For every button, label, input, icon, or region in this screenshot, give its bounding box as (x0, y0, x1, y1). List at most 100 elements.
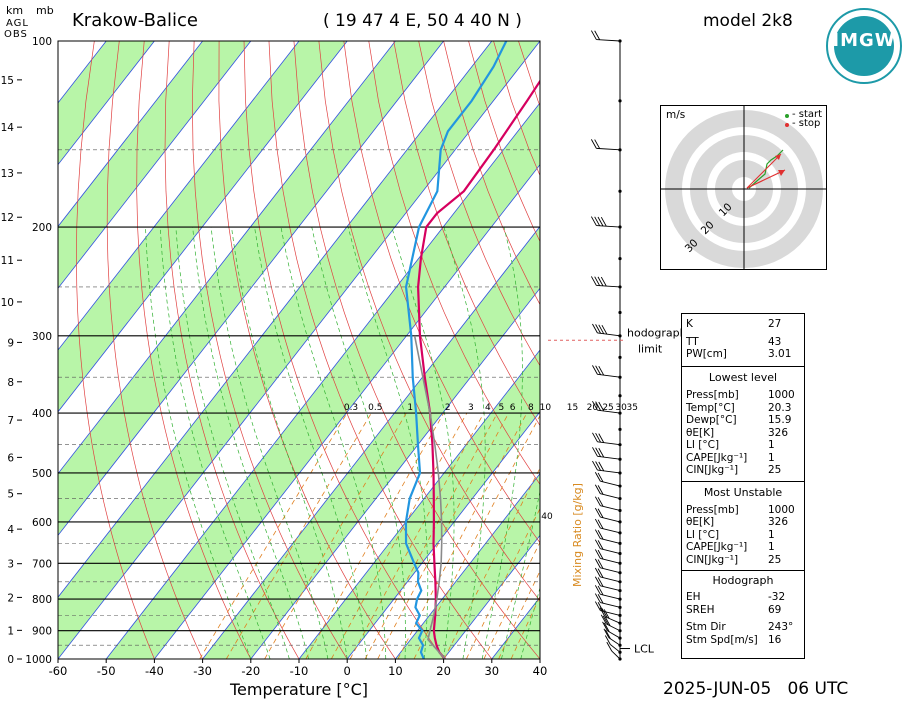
datetime-label: 2025-JUN-05 06 UTC (663, 679, 849, 699)
isotherm-line (250, 287, 540, 659)
mixing-ratio-tick-label: 5 (498, 403, 504, 413)
x-tick-label: -50 (97, 664, 116, 678)
km-tick-label: 6 (7, 452, 14, 464)
wind-barb-flag (597, 549, 604, 560)
station-coords: ( 19 47 4 E, 50 4 40 N ) (323, 11, 522, 31)
wind-barb (597, 441, 621, 446)
ll-row: θE[K] 326 (686, 426, 789, 439)
isotherm-line (58, 41, 155, 166)
isotherm-line (58, 41, 444, 537)
wind-barb (600, 538, 621, 544)
legend-stop-dot (785, 123, 789, 127)
hodo-unit: m/s (666, 109, 686, 121)
km-tick-label: 1 (7, 625, 14, 637)
wind-barb (600, 602, 621, 608)
moist-adiabat (311, 226, 406, 659)
x-tick-label: -30 (193, 664, 212, 678)
hodograph-limit-label-2: limit (638, 342, 663, 355)
indices-panel: K 27 TT 43 PW[cm] 3.01 Lowest level Press[m… (681, 313, 805, 659)
wind-barb (600, 585, 621, 592)
wind-barb-dot (618, 310, 622, 315)
wind-barb-flag (594, 593, 601, 603)
mixing-ratio-extra-label: 40 (541, 512, 553, 522)
wind-barb-flag (594, 507, 601, 518)
wind-barb-flag (594, 601, 601, 611)
pressure-tick-label: 500 (32, 468, 52, 480)
moist-adiabat (280, 226, 387, 659)
wind-barb (597, 373, 621, 378)
hodo-vector-2 (746, 153, 782, 189)
hodograph-panel: m/s - start - stop 10 20 30 (660, 105, 827, 271)
wind-barb-flag (592, 432, 598, 443)
ll-row: CIN[Jkg⁻¹] 25 (686, 464, 782, 476)
x-tick-label: 20 (436, 664, 451, 678)
mu-row: Press[mb] 1000 (686, 503, 795, 516)
temperature-curve (417, 79, 540, 659)
wind-barb-dot (618, 561, 622, 565)
km-tick-label: 4 (7, 524, 14, 536)
index-row-k: K 27 (686, 318, 782, 330)
obs-label: OBS (4, 29, 28, 40)
km-tick-label: 7 (7, 415, 14, 427)
wind-barb-flag (598, 447, 605, 458)
wind-barb-flag (603, 609, 610, 619)
wind-barb-flag (597, 559, 604, 569)
dry-adiabat (293, 41, 540, 659)
wind-barb-flag (595, 461, 601, 471)
x-axis-title: Temperature [°C] (229, 680, 368, 699)
moist-adiabat (443, 226, 486, 659)
mixing-ratio-tick-label: 8 (528, 403, 534, 413)
mixing-ratio-tick-label: 3 (468, 403, 474, 413)
mixing-ratio-tick-label: 30 (615, 403, 627, 413)
wind-barb-flag (597, 485, 604, 495)
hd-row: SREH 69 (686, 603, 782, 616)
isotherm-line (395, 472, 540, 659)
wind-barb-flag (600, 216, 607, 227)
wind-barb-flag (594, 585, 601, 595)
wind-barb-flag (594, 539, 601, 549)
pressure-tick-label: 400 (32, 408, 52, 420)
isotherm-line (58, 41, 203, 228)
isotherm-line (58, 41, 493, 598)
moist-adiabat (192, 227, 309, 659)
km-unit: km (6, 4, 24, 17)
hodo-legend-stop: - stop (792, 118, 821, 129)
mixing-ratio-tick-label: 1 (407, 403, 413, 413)
indices-top: K 27 TT 43 PW[cm] 3.01 (682, 314, 804, 366)
mixing-ratio-axis-label: Mixing Ratio [g/kg] (571, 483, 584, 587)
wind-barb-flag (597, 497, 604, 507)
wind-barb (607, 630, 621, 639)
pressure-tick-label: 900 (32, 626, 52, 638)
moist-adiabat (159, 227, 271, 659)
x-tick-label: -60 (49, 664, 68, 678)
wind-barb-dot (618, 613, 622, 617)
wind-barb-flag (597, 519, 604, 529)
wind-barb-flag (594, 496, 601, 506)
hodograph-plot (661, 106, 826, 271)
agl-label: AGL (6, 18, 29, 29)
pressure-tick-label: 700 (32, 558, 52, 570)
hd-row: EH -32 (686, 591, 786, 603)
moist-adiabat (391, 226, 455, 659)
wind-barb (597, 469, 621, 474)
wind-barb-flag (597, 585, 604, 596)
mu-row: θE[K] 326 (686, 516, 789, 528)
wind-barb (600, 516, 621, 523)
wind-barb-flag (597, 568, 604, 578)
isotherm-line (58, 41, 348, 413)
wind-barb-flag (598, 433, 605, 443)
wind-barb-flag (601, 324, 608, 335)
wind-barb-flag (597, 276, 604, 287)
wind-barb-flag (598, 365, 605, 376)
wind-barb-flag (594, 567, 601, 578)
ll-row: LI [°C] 1 (686, 439, 775, 451)
wind-barb (600, 567, 621, 574)
wind-barb-flag (604, 635, 611, 645)
mu-row: CIN[Jkg⁻¹] 25 (686, 553, 782, 566)
wind-barb-flag (600, 614, 607, 625)
wind-barb-flag (597, 508, 604, 518)
legend-start-dot (785, 114, 789, 118)
wind-barb-flag (594, 558, 601, 569)
logo-inner (834, 16, 894, 76)
